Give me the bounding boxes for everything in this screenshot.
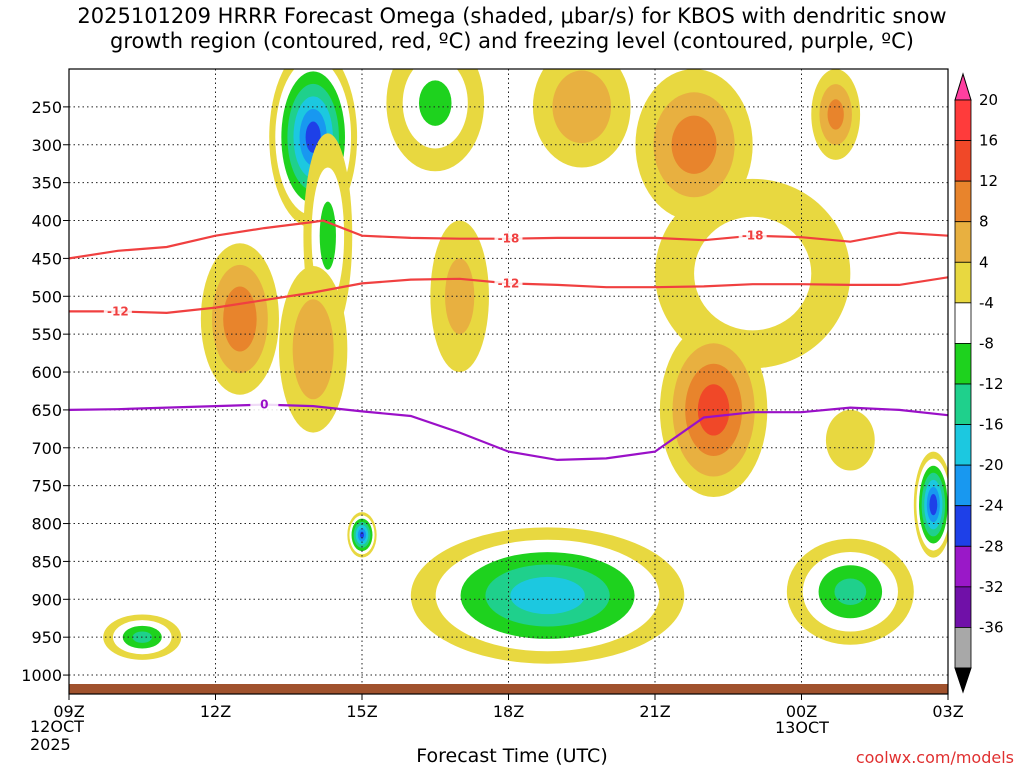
y-tick-label: 900 bbox=[31, 590, 62, 609]
colorbar-box bbox=[954, 261, 972, 304]
colorbar-box bbox=[954, 221, 972, 263]
y-tick-label: 700 bbox=[31, 439, 62, 458]
x-tick-label: 21Z bbox=[639, 702, 670, 721]
colorbar-box bbox=[954, 99, 972, 141]
x-axis-title: Forecast Time (UTC) bbox=[416, 745, 608, 767]
contour-label-0: 0 bbox=[260, 398, 268, 412]
omega-shade-13 bbox=[552, 70, 612, 144]
y-tick-label: 250 bbox=[31, 98, 62, 117]
contour-label-bg bbox=[494, 230, 523, 246]
omega-shade-7 bbox=[418, 80, 452, 126]
colorbar-label: -12 bbox=[979, 375, 1004, 393]
contour--18 bbox=[69, 219, 948, 260]
colorbar-box bbox=[954, 383, 972, 425]
colorbar-label: -4 bbox=[979, 294, 994, 312]
y-tick-label: 300 bbox=[31, 136, 62, 155]
y-tick-label: 350 bbox=[31, 174, 62, 193]
contour-lines: -18 -18 -12 -12 0 bbox=[69, 219, 948, 462]
colorbar-label: -36 bbox=[979, 618, 1004, 636]
omega-shade-10 bbox=[292, 299, 334, 400]
colorbar-box bbox=[954, 180, 972, 223]
omega-shade-14 bbox=[671, 115, 717, 174]
y-tick-label: 450 bbox=[31, 249, 62, 268]
colorbar-top-arrow bbox=[954, 72, 972, 101]
colorbar-label: -16 bbox=[979, 416, 1004, 434]
contour-label-bg bbox=[103, 303, 132, 319]
y-tick-label: 600 bbox=[31, 363, 62, 382]
colorbar-label: -24 bbox=[979, 497, 1004, 515]
omega-shade-3 bbox=[359, 531, 365, 539]
y-tick-label: 950 bbox=[31, 628, 62, 647]
start-day: 12OCT bbox=[30, 717, 84, 736]
colorbar-label: 20 bbox=[979, 91, 998, 109]
colorbar-label: -28 bbox=[979, 537, 1004, 555]
y-tick-label: 550 bbox=[31, 325, 62, 344]
omega-shade-11 bbox=[445, 258, 475, 335]
colorbar-box bbox=[954, 343, 972, 385]
chart-title: 2025101209 HRRR Forecast Omega (shaded, … bbox=[77, 4, 947, 53]
y-tick-label: 750 bbox=[31, 477, 62, 496]
omega-shading bbox=[103, 69, 948, 664]
contour-label-bg bbox=[738, 227, 767, 243]
start-year: 2025 bbox=[30, 735, 71, 754]
omega-shade-9 bbox=[223, 286, 257, 352]
colorbar-box bbox=[954, 140, 972, 182]
y-tick-label: 650 bbox=[31, 401, 62, 420]
colorbar-box bbox=[954, 505, 972, 547]
grid-lines bbox=[69, 69, 948, 694]
x-tick-label: 00Z bbox=[786, 702, 817, 721]
start-date-label: 12OCT 2025 bbox=[30, 718, 84, 754]
next-date-label: 13OCT bbox=[775, 718, 829, 737]
omega-shade-4 bbox=[929, 494, 938, 516]
omega-shade-1 bbox=[319, 201, 336, 270]
x-tick-label: 12Z bbox=[200, 702, 231, 721]
colorbar-box bbox=[954, 627, 972, 669]
omega-shade-16 bbox=[825, 409, 875, 471]
colorbar-label: -20 bbox=[979, 456, 1004, 474]
x-tick-label: 18Z bbox=[493, 702, 524, 721]
x-tick-label: 09Z bbox=[53, 702, 84, 721]
colorbar-label: 16 bbox=[979, 132, 998, 150]
y-tick-label: 500 bbox=[31, 287, 62, 306]
colorbar: 20 16 12 8 4 -4 -8 -12 -16 -20 -24 -28 -32 -36 bbox=[954, 72, 1004, 694]
omega-shade-15 bbox=[827, 99, 844, 130]
colorbar-label: 12 bbox=[979, 172, 998, 190]
y-tick-label: 1000 bbox=[21, 666, 62, 685]
x-tick-label: 15Z bbox=[346, 702, 377, 721]
contour-label--18: -18 bbox=[742, 229, 764, 243]
contour-label--18: -18 bbox=[498, 232, 520, 246]
colorbar-label: -8 bbox=[979, 334, 994, 352]
x-axis: 09Z 12Z 15Z 18Z 21Z 00Z 03Z bbox=[53, 694, 964, 721]
contour-label-bg bbox=[250, 396, 279, 412]
colorbar-bottom-arrow bbox=[954, 667, 972, 694]
y-tick-label: 800 bbox=[31, 515, 62, 534]
omega-shade-2 bbox=[510, 576, 585, 615]
contour-label--12: -12 bbox=[498, 276, 520, 290]
colorbar-box bbox=[954, 424, 972, 466]
y-tick-label: 400 bbox=[31, 212, 62, 231]
colorbar-box bbox=[954, 586, 972, 628]
colorbar-box bbox=[954, 302, 972, 344]
contour-0 bbox=[69, 403, 948, 462]
x-tick-label: 03Z bbox=[932, 702, 963, 721]
colorbar-label: 4 bbox=[979, 253, 989, 271]
contour-label-bg bbox=[494, 275, 523, 291]
colorbar-label: -32 bbox=[979, 578, 1004, 596]
y-axis: 250 300 350 400 450 500 550 600 650 700 750 800 850 9… bbox=[21, 98, 69, 685]
colorbar-label: 8 bbox=[979, 213, 989, 231]
contour-label--12: -12 bbox=[107, 304, 129, 318]
watermark[interactable]: coolwx.com/models bbox=[855, 748, 1014, 767]
colorbar-box bbox=[954, 545, 972, 588]
omega-shade-5 bbox=[834, 578, 867, 605]
colorbar-box bbox=[954, 464, 972, 507]
ground-bar bbox=[69, 684, 948, 694]
omega-shade-6 bbox=[694, 216, 812, 331]
y-tick-label: 850 bbox=[31, 552, 62, 571]
